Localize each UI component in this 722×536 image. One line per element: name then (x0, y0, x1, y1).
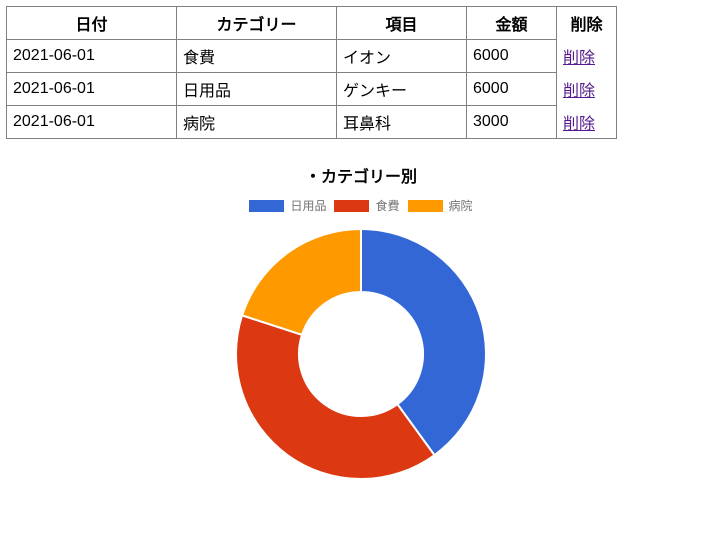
category-donut-chart (231, 224, 491, 484)
expense-table: 日付 カテゴリー 項目 金額 削除 2021-06-01食費イオン6000削除2… (6, 6, 617, 139)
chart-title: ・カテゴリー別 (6, 163, 716, 187)
cell-date: 2021-06-01 (7, 106, 177, 139)
table-row: 2021-06-01食費イオン6000 削除 (7, 40, 617, 73)
chart-legend: 日用品 食費 病院 (6, 197, 716, 214)
legend-item: 食費 (334, 197, 399, 214)
legend-label: 日用品 (290, 197, 326, 214)
legend-item: 病院 (408, 197, 473, 214)
cell-item: 耳鼻科 (337, 106, 467, 139)
legend-swatch (408, 200, 443, 212)
donut-slice (242, 229, 361, 335)
table-row: 2021-06-01日用品ゲンキー6000 削除 (7, 73, 617, 106)
cell-date: 2021-06-01 (7, 40, 177, 73)
legend-swatch (334, 200, 369, 212)
col-header-date: 日付 (7, 7, 177, 40)
cell-category: 食費 (177, 40, 337, 73)
legend-label: 食費 (375, 197, 399, 214)
col-header-item: 項目 (337, 7, 467, 40)
cell-category: 病院 (177, 106, 337, 139)
cell-amount: 6000 (467, 73, 557, 106)
cell-item: イオン (337, 40, 467, 73)
cell-delete: 削除 (557, 40, 617, 73)
col-header-delete: 削除 (557, 7, 617, 40)
cell-item: ゲンキー (337, 73, 467, 106)
cell-amount: 3000 (467, 106, 557, 139)
cell-category: 日用品 (177, 73, 337, 106)
delete-link[interactable]: 削除 (563, 83, 595, 100)
delete-link[interactable]: 削除 (563, 50, 595, 67)
cell-delete: 削除 (557, 106, 617, 139)
legend-label: 病院 (449, 197, 473, 214)
table-row: 2021-06-01病院耳鼻科3000 削除 (7, 106, 617, 139)
delete-link[interactable]: 削除 (563, 116, 595, 133)
col-header-amount: 金額 (467, 7, 557, 40)
legend-item: 日用品 (249, 197, 326, 214)
cell-delete: 削除 (557, 73, 617, 106)
col-header-category: カテゴリー (177, 7, 337, 40)
cell-date: 2021-06-01 (7, 73, 177, 106)
cell-amount: 6000 (467, 40, 557, 73)
legend-swatch (249, 200, 284, 212)
